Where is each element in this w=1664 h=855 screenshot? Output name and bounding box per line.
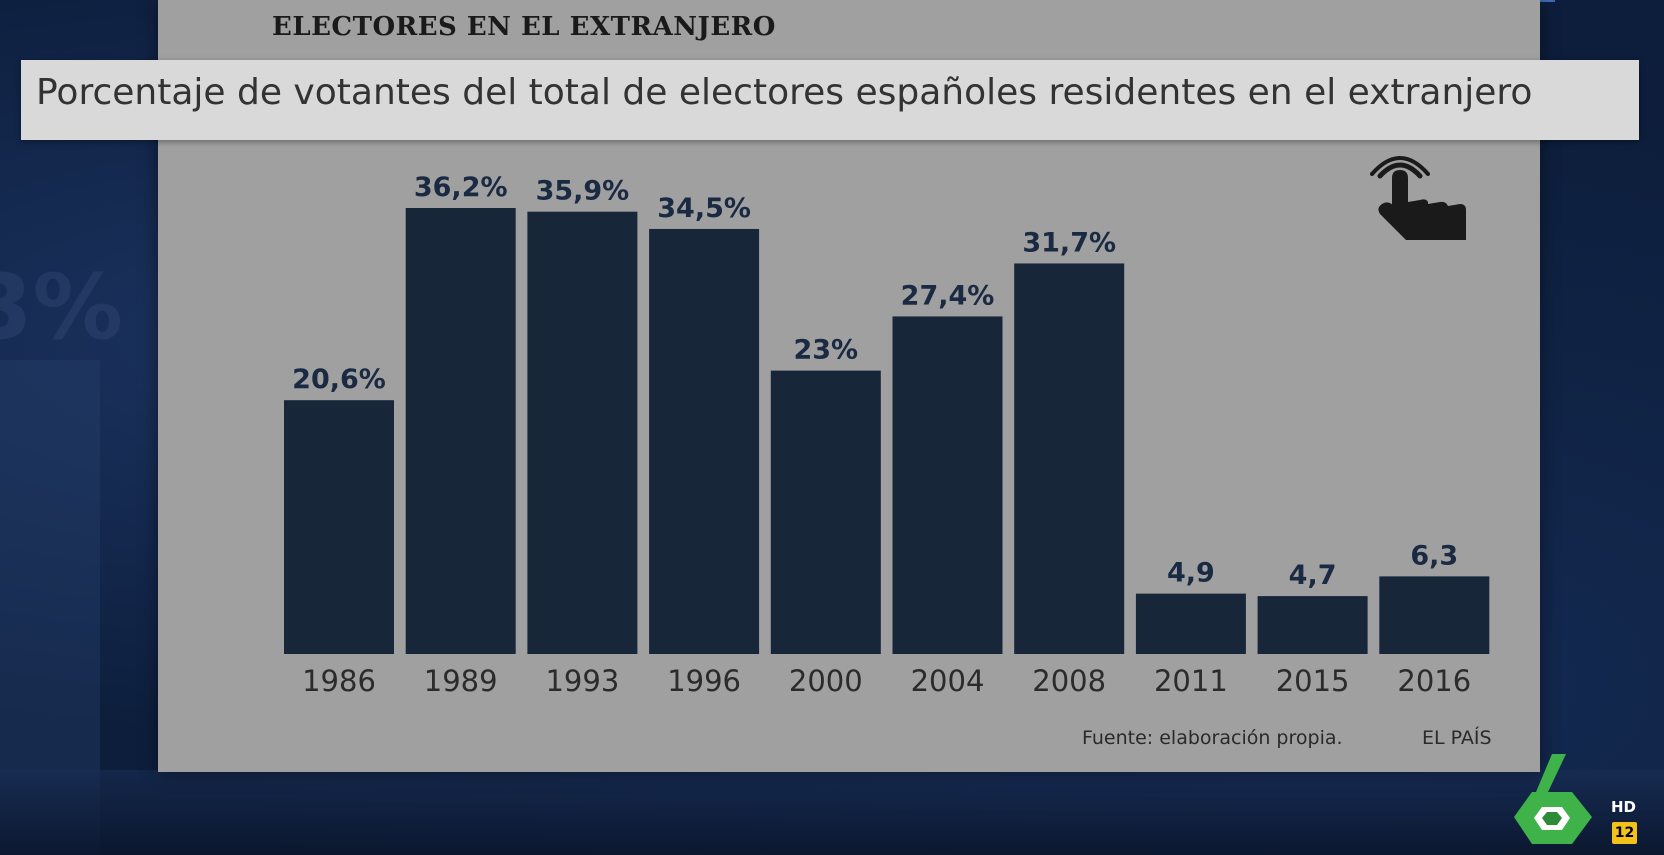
- chart-title: ELECTORES EN EL EXTRANJERO: [272, 12, 776, 42]
- x-tick-label: 2000: [789, 664, 863, 698]
- bar-value-label: 34,5%: [657, 193, 751, 224]
- bar-value-label: 27,4%: [901, 280, 995, 311]
- bar-value-label: 31,7%: [1022, 227, 1116, 258]
- bar-value-label: 4,9: [1167, 558, 1215, 589]
- hd-badge: HD: [1611, 798, 1637, 816]
- x-tick-label: 1993: [545, 664, 619, 698]
- bar-2004: [892, 316, 1003, 654]
- bar-1986: [284, 400, 394, 654]
- bar-value-label: 36,2%: [414, 172, 508, 203]
- x-tick-label: 2011: [1154, 664, 1228, 698]
- bar-value-label: 6,3: [1410, 540, 1458, 571]
- bar-value-label: 23%: [793, 335, 858, 366]
- source-note: Fuente: elaboración propia.: [1082, 727, 1343, 749]
- x-tick-label: 1989: [424, 664, 498, 698]
- bar-1996: [649, 228, 760, 654]
- bar-2015: [1257, 596, 1368, 654]
- x-tick-label: 1986: [302, 664, 376, 698]
- bar-value-label: 20,6%: [292, 364, 386, 395]
- background-ghost-number: 3%: [0, 255, 123, 360]
- x-tick-label: 2004: [911, 664, 985, 698]
- bar-2008: [1014, 263, 1125, 654]
- x-tick-label: 1996: [667, 664, 741, 698]
- x-tick-label: 2015: [1276, 664, 1350, 698]
- chart-subtitle: Porcentaje de votantes del total de elec…: [36, 72, 1533, 113]
- channel-six-logo: [1514, 754, 1592, 844]
- subtitle-band: [21, 60, 1639, 140]
- background-strip: [0, 770, 1664, 855]
- bar-value-label: 35,9%: [536, 176, 630, 207]
- bar-1993: [527, 211, 638, 654]
- brand-name: EL PAÍS: [1422, 727, 1492, 749]
- hand-pointer-icon[interactable]: [1362, 140, 1472, 250]
- channel-number-badge: 12: [1612, 822, 1637, 844]
- bar-2011: [1135, 593, 1246, 654]
- bar-value-label: 4,7: [1289, 560, 1337, 591]
- bar-2000: [770, 370, 881, 654]
- bar-2016: [1379, 576, 1490, 654]
- bar-1989: [405, 208, 516, 654]
- x-tick-label: 2016: [1397, 664, 1471, 698]
- x-tick-label: 2008: [1032, 664, 1106, 698]
